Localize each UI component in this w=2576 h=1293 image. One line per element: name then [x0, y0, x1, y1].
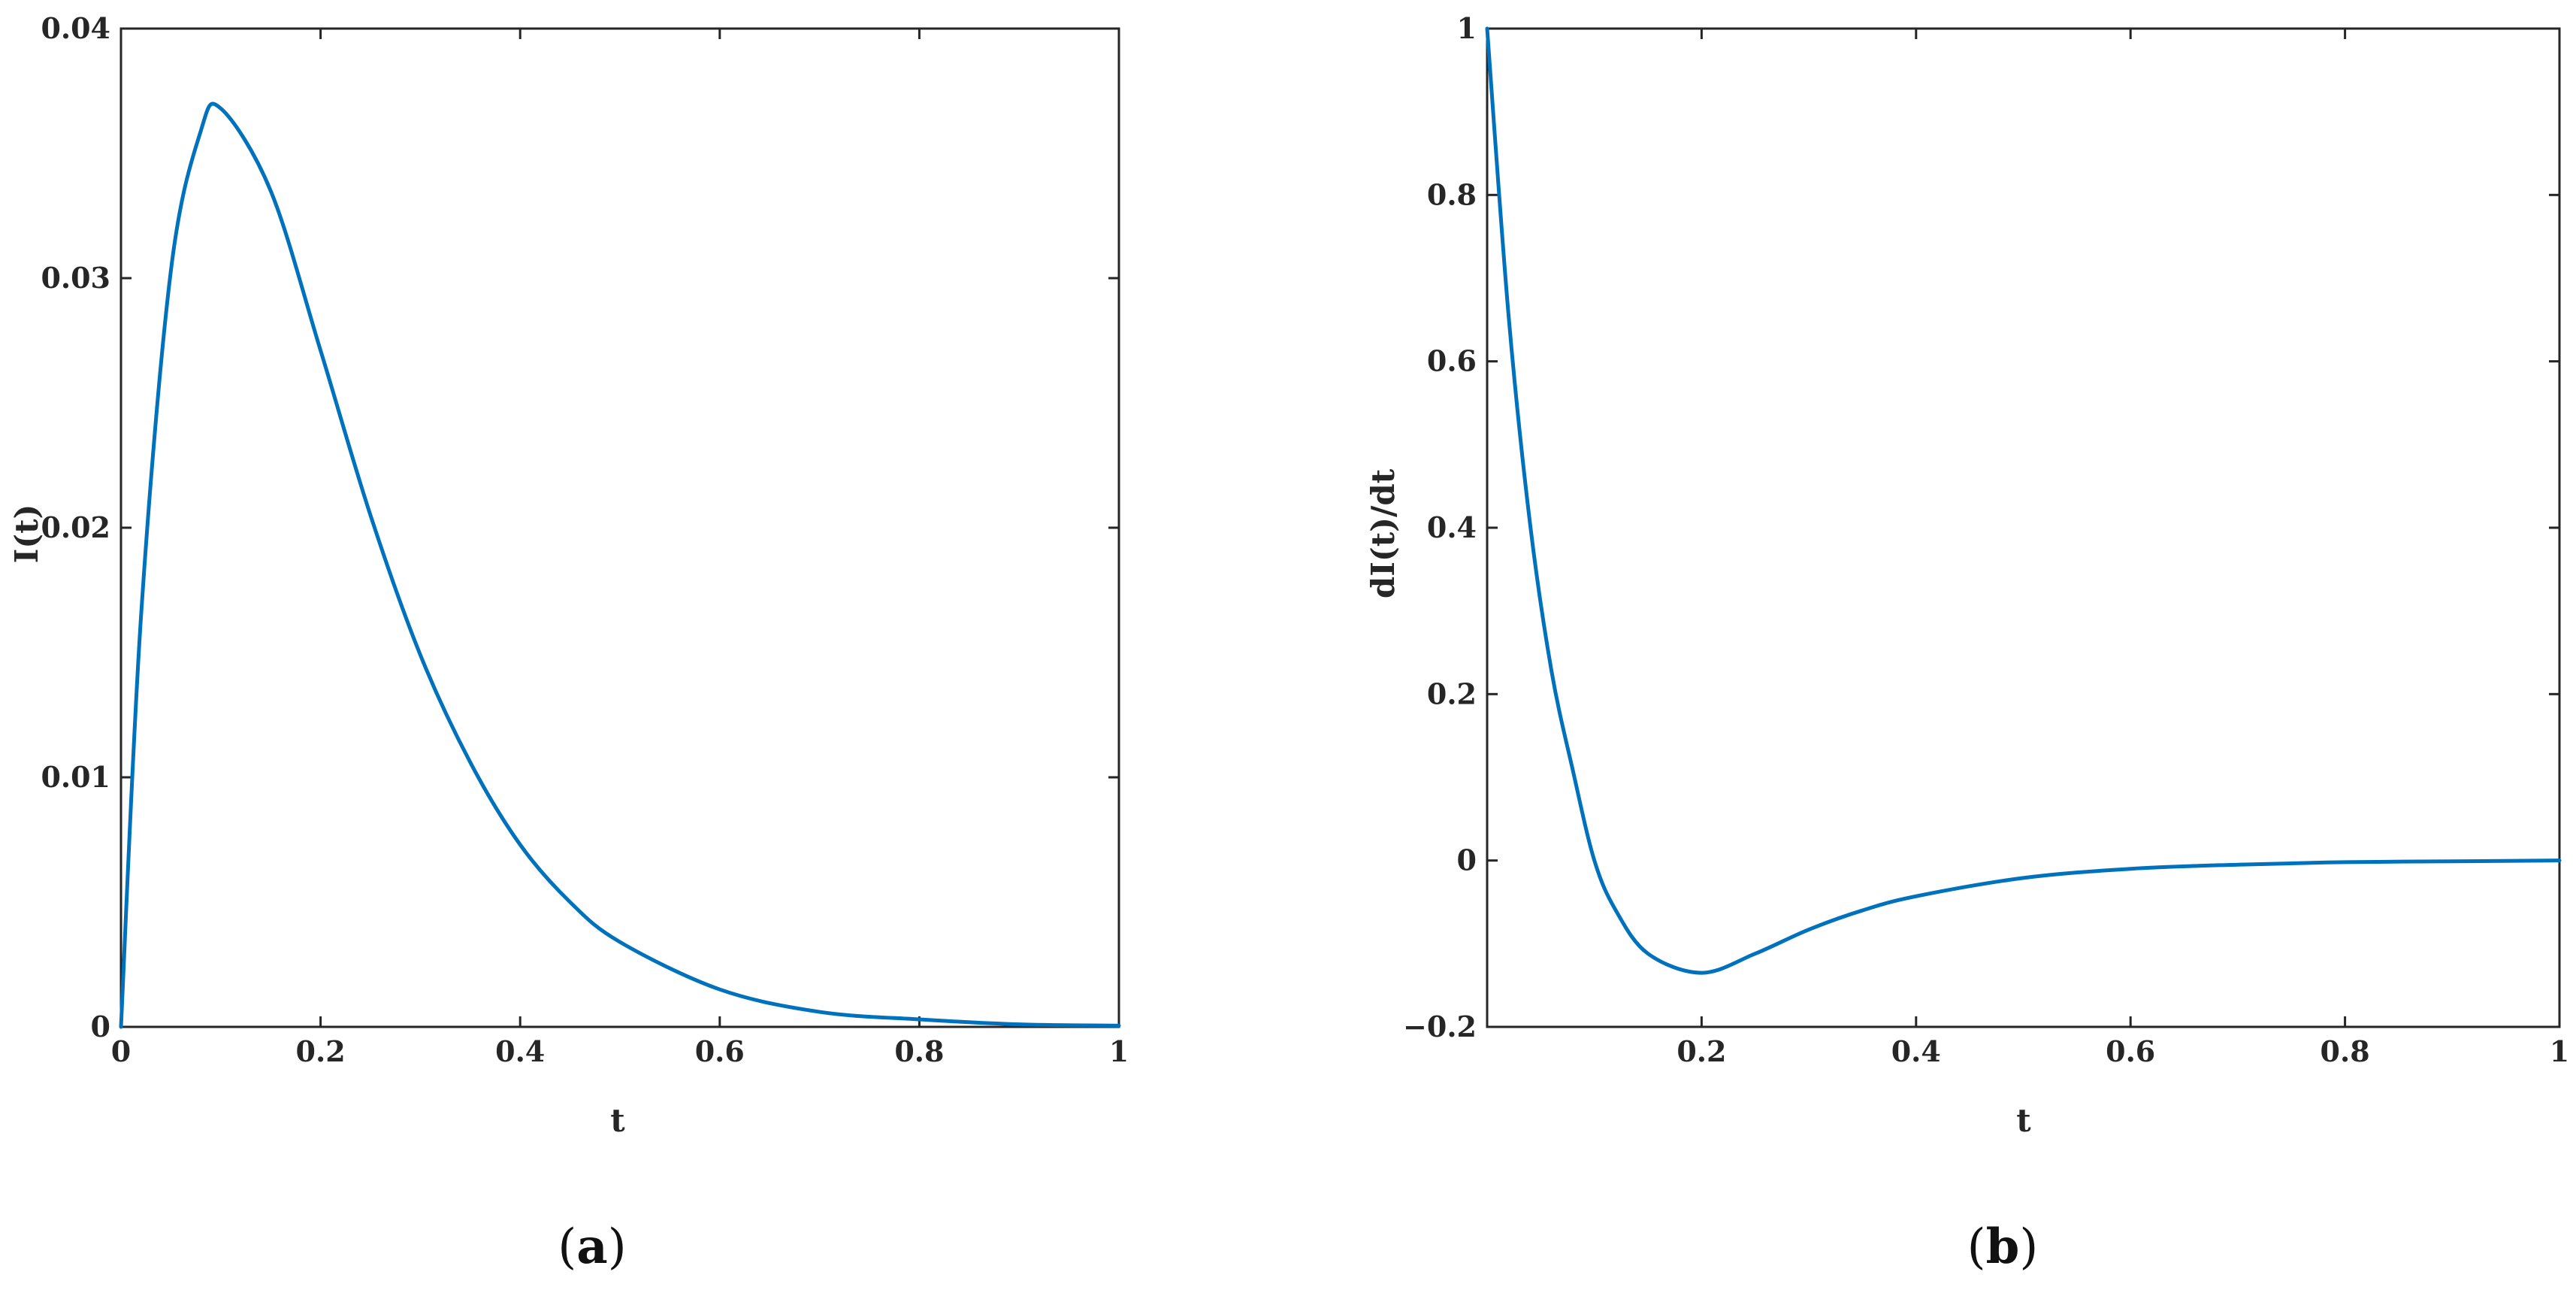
x-tick-label-a: 0.2	[296, 1034, 346, 1068]
y-tick-label-b: 1	[1457, 11, 1477, 45]
series-line-a	[119, 101, 1121, 1029]
y-tick-label-a: 0.04	[41, 11, 110, 45]
y-tick-label-b: −0.2	[1403, 1010, 1477, 1043]
x-tick-label-a: 1	[1109, 1034, 1129, 1068]
panel-label-a: (a)	[558, 1219, 626, 1275]
y-axis-label-a: I(t)	[8, 504, 45, 564]
ticks-b	[1487, 27, 2561, 1028]
y-tick-label-b: 0.4	[1427, 510, 1477, 544]
panel-label-b: (b)	[1967, 1219, 2039, 1275]
x-axis-label-b: t	[2016, 1102, 2031, 1139]
y-axis-label-b: dI(t)/dt	[1365, 468, 1401, 598]
tick-labels-a: 0 0.2 0.4 0.6 0.8 1 0 0.01 0.02 0.03 0.04	[41, 11, 1129, 1068]
x-tick-label-a: 0.8	[894, 1034, 944, 1068]
y-tick-label-b: 0.6	[1427, 344, 1477, 378]
chart-panel-a: 0 0.2 0.4 0.6 0.8 1 0 0.01 0.02 0.03 0.04 t I(t) (…	[8, 11, 1129, 1275]
y-tick-label-a: 0	[91, 1010, 110, 1043]
x-tick-label-b: 0.2	[1677, 1034, 1726, 1068]
x-tick-label-a: 0	[111, 1034, 131, 1068]
x-tick-label-b: 0.8	[2321, 1034, 2370, 1068]
y-tick-label-a: 0.02	[41, 510, 110, 544]
axes-box-a	[119, 27, 1120, 1028]
x-tick-label-a: 0.4	[495, 1034, 545, 1068]
x-tick-label-b: 1	[2550, 1034, 2569, 1068]
y-tick-label-b: 0	[1457, 843, 1477, 877]
y-tick-label-a: 0.01	[41, 760, 110, 794]
x-axis-label-a: t	[610, 1102, 625, 1139]
ticks-a	[119, 27, 1120, 1028]
chart-panel-b: 0.2 0.4 0.6 0.8 1 −0.2 0 0.2 0.4 0.6 0.8 1 t dI(t)/…	[1365, 11, 2569, 1275]
x-tick-label-b: 0.6	[2106, 1034, 2155, 1068]
tick-labels-b: 0.2 0.4 0.6 0.8 1 −0.2 0 0.2 0.4 0.6 0.8 1	[1403, 11, 2569, 1068]
y-tick-label-a: 0.03	[41, 261, 110, 295]
y-tick-label-b: 0.2	[1427, 677, 1477, 710]
x-tick-label-a: 0.6	[695, 1034, 745, 1068]
series-line-b	[1485, 26, 2562, 975]
x-tick-label-b: 0.4	[1891, 1034, 1941, 1068]
y-tick-label-b: 0.8	[1427, 177, 1477, 211]
